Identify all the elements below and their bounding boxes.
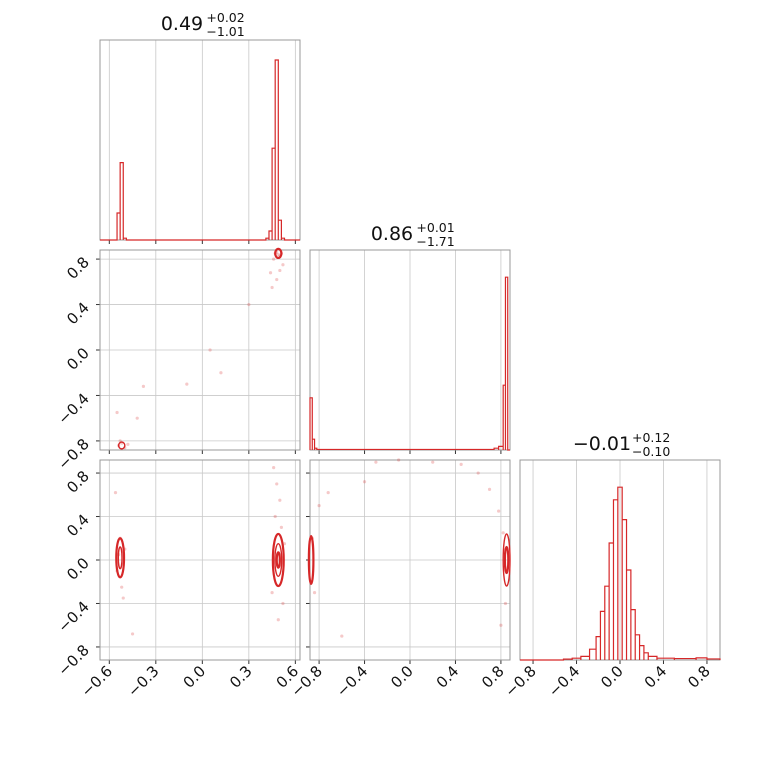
param-title: −0.01	[573, 433, 631, 455]
param-title-lower-error: −0.10	[632, 444, 670, 459]
x-tick-label: 0.0	[180, 662, 210, 692]
scatter-point	[281, 263, 285, 267]
y-tick-label: 0.0	[63, 344, 93, 374]
x-tick-label: 0.0	[597, 662, 627, 692]
param-title-upper-error: +0.02	[206, 10, 244, 25]
scatter-point	[268, 271, 273, 275]
density-contour	[275, 551, 281, 569]
scatter-point	[113, 491, 118, 495]
y-tick-label: 0.4	[63, 511, 93, 541]
scatter-point	[340, 634, 344, 638]
x-tick-label: 0.3	[226, 662, 256, 692]
scatter-point	[270, 591, 274, 595]
scatter-point	[273, 514, 277, 519]
scatter-point	[276, 252, 280, 257]
param-title-lower-error: −1.01	[206, 24, 244, 39]
scatter-point	[312, 591, 317, 595]
x-tick-label: 0.8	[684, 662, 714, 692]
histogram-panel-0: 0.49 +0.02−1.01	[99, 10, 301, 244]
scatter-point	[476, 471, 480, 475]
x-tick-label: −0.4	[333, 662, 371, 700]
param-title-upper-error: +0.12	[632, 430, 670, 445]
scatter-point	[278, 498, 282, 502]
x-tick-label: −0.3	[124, 662, 162, 700]
scatter-point	[487, 487, 492, 491]
scatter-point	[503, 601, 508, 606]
scatter-panel-0-2: −0.8−0.40.00.40.8−0.6 −0.3 0.0 0.3 0.6	[54, 459, 302, 701]
density-contour	[271, 532, 285, 588]
scatter-point	[185, 382, 189, 386]
scatter-point	[501, 531, 505, 535]
scatter-point	[362, 480, 367, 484]
scatter-point	[272, 466, 276, 470]
panel-frame	[519, 459, 721, 661]
scatter-point	[374, 460, 378, 464]
scatter-point	[499, 623, 503, 627]
param-title-lower-error: −1.71	[416, 234, 454, 249]
param-title: 0.49	[161, 13, 203, 35]
scatter-point	[275, 277, 279, 282]
x-tick-label: −0.4	[545, 662, 583, 700]
param-title: 0.86	[371, 223, 413, 245]
histogram-series-0	[100, 59, 300, 241]
scatter-point	[126, 442, 130, 446]
scatter-point	[281, 601, 285, 606]
scatter-point	[130, 632, 135, 636]
histogram-panel-2: −0.01 +0.12−0.10 −0.8 −0.4 0.0 0.4 0.8	[501, 430, 721, 701]
y-tick-label: −0.4	[54, 390, 92, 428]
scatter-point	[431, 460, 435, 464]
scatter-point	[121, 596, 125, 600]
scatter-point	[278, 268, 282, 273]
scatter-point	[135, 416, 139, 420]
scatter-panel-0-1: −0.8 −0.4 0.0 0.4 0.8	[54, 247, 301, 474]
x-tick-label: −0.8	[501, 662, 539, 700]
scatter-point	[459, 462, 463, 466]
density-contour	[307, 534, 315, 586]
y-tick-label: 0.0	[63, 554, 93, 584]
scatter-point	[247, 302, 251, 307]
histogram-panel-1: 0.86 +0.01−1.71	[309, 220, 511, 454]
scatter-point	[272, 257, 276, 261]
density-contour	[117, 546, 123, 570]
panel-frame	[99, 249, 301, 451]
density-contour	[274, 542, 283, 578]
panel-frame	[99, 459, 301, 661]
scatter-point	[270, 285, 274, 290]
y-tick-label: −0.8	[54, 641, 92, 679]
x-tick-label: 0.4	[433, 662, 463, 692]
y-tick-label: −0.8	[54, 435, 92, 473]
scatter-point	[208, 348, 212, 352]
panel-frame	[99, 39, 301, 241]
scatter-point	[115, 410, 119, 415]
scatter-point	[317, 504, 321, 508]
scatter-point	[276, 618, 280, 622]
scatter-point	[497, 509, 501, 513]
scatter-point	[279, 525, 283, 529]
scatter-panel-1-2: −0.8 −0.4 0.0 0.4 0.8	[287, 458, 511, 701]
x-tick-label: 0.4	[641, 662, 671, 692]
density-contour	[115, 537, 126, 579]
param-title-upper-error: +0.01	[416, 220, 454, 235]
scatter-point	[219, 371, 223, 375]
y-tick-label: −0.4	[54, 598, 92, 636]
x-tick-label: −0.6	[78, 662, 116, 700]
density-contour	[274, 247, 283, 260]
scatter-point	[120, 585, 124, 589]
density-contour	[117, 441, 126, 450]
scatter-point	[141, 384, 146, 388]
density-contour	[502, 533, 511, 587]
y-tick-label: 0.8	[63, 253, 93, 283]
histogram-series-2	[520, 486, 721, 661]
scatter-point	[326, 491, 330, 495]
scatter-point	[397, 458, 401, 462]
density-contour	[503, 545, 510, 575]
x-tick-label: 0.0	[387, 662, 417, 692]
histogram-series-1	[309, 276, 510, 451]
y-tick-label: 0.4	[63, 299, 93, 329]
scatter-point	[275, 482, 279, 486]
